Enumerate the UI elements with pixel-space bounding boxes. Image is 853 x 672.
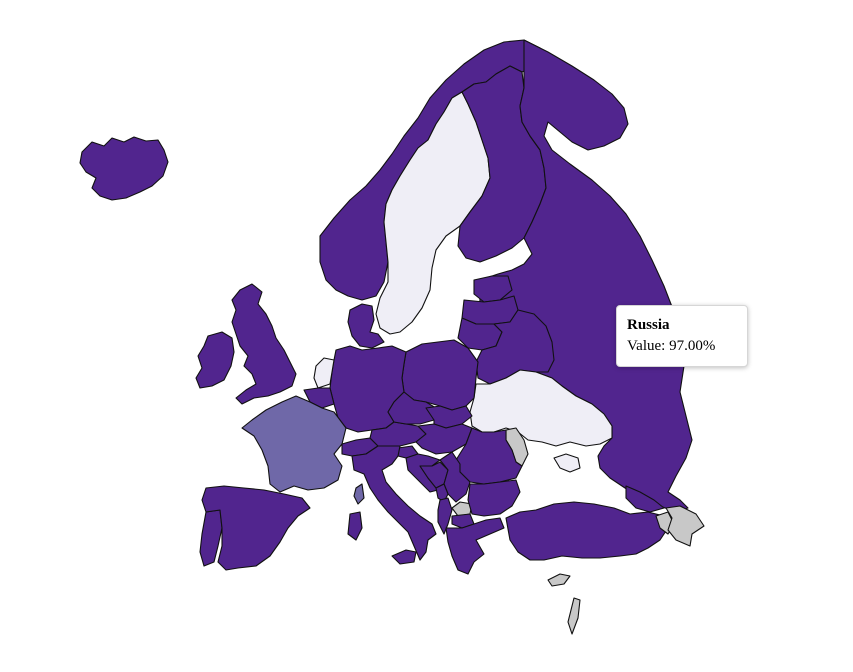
country-netherlands[interactable] [313,357,335,389]
country-ireland[interactable] [195,331,235,389]
country-serbia[interactable] [439,451,471,503]
country-iceland[interactable] [79,136,169,201]
country-azerbaijan[interactable] [665,505,705,547]
country-tooltip: Russia Value: 97.00% [616,305,748,367]
country-estonia[interactable] [473,275,513,303]
country-cyprus[interactable] [547,573,571,587]
country-italy[interactable] [351,445,437,561]
country-crimea[interactable] [553,453,581,473]
country-sicily[interactable] [391,549,417,565]
country-georgia[interactable] [625,485,665,513]
country-greece[interactable] [445,517,505,575]
country-denmark[interactable] [347,303,385,349]
country-united-kingdom[interactable] [231,283,297,405]
country-corsica[interactable] [353,483,365,505]
country-slovakia[interactable] [425,405,473,429]
country-turkey[interactable] [505,501,669,561]
country-bulgaria[interactable] [467,479,521,517]
country-layer [79,39,705,635]
country-hungary[interactable] [415,423,473,455]
country-sardinia[interactable] [347,511,363,541]
country-israel[interactable] [567,597,581,635]
country-spain[interactable] [201,485,311,571]
country-france[interactable] [241,395,347,493]
tooltip-value: Value: 97.00% [627,338,716,354]
tooltip-country-name: Russia [627,317,670,333]
